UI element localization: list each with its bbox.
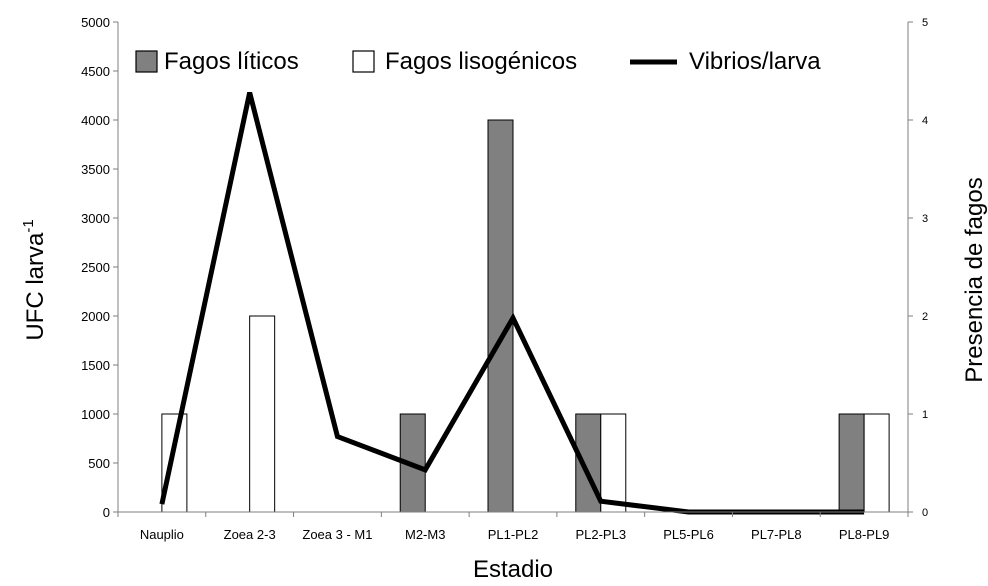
x-tick-label: PL8-PL9 bbox=[839, 527, 890, 542]
y-tick-label: 2500 bbox=[81, 260, 110, 275]
y-axis-title-superscript: -1 bbox=[20, 219, 37, 232]
axes: 0 500 1000 1500 2000 2500 3000 3500 4000 4500 5000… bbox=[81, 15, 928, 542]
y-tick-label: 0 bbox=[103, 505, 110, 520]
y-tick-label: 4000 bbox=[81, 113, 110, 128]
bar-fagos-lisogenicos-pl8-pl9 bbox=[863, 413, 890, 513]
legend-label-fagos-lisogenicos: Fagos lisogénicos bbox=[385, 48, 577, 75]
y2-tick-label: 3 bbox=[922, 213, 928, 225]
x-tick-label: PL5-PL6 bbox=[663, 527, 714, 542]
bar-fagos-liticos-pl1-pl2 bbox=[487, 119, 514, 513]
y2-tick-label: 4 bbox=[922, 115, 928, 127]
y-axis-title-main: UFC larva bbox=[22, 232, 49, 341]
y-tick-label: 2000 bbox=[81, 309, 110, 324]
y-tick-label: 5000 bbox=[81, 15, 110, 30]
y-tick-label: 500 bbox=[88, 456, 110, 471]
legend: Fagos líticos Fagos lisogénicos Vibrios/… bbox=[135, 48, 821, 75]
y-tick-label: 3500 bbox=[81, 162, 110, 177]
y2-tick-label: 5 bbox=[922, 17, 928, 29]
legend-swatch-fagos-lisogenicos bbox=[352, 50, 375, 73]
bar-fagos-liticos-pl8-pl9 bbox=[838, 413, 865, 513]
x-tick-label: PL1-PL2 bbox=[488, 527, 539, 542]
x-tick-label: PL2-PL3 bbox=[575, 527, 626, 542]
legend-swatch-fagos-liticos bbox=[135, 50, 158, 73]
y-tick-label: 4500 bbox=[81, 64, 110, 79]
y-tick-label: 3000 bbox=[81, 211, 110, 226]
bar-fagos-lisogenicos-zoea-2-3 bbox=[249, 315, 276, 513]
bars bbox=[161, 119, 890, 513]
x-tick-label: Zoea 2-3 bbox=[224, 527, 276, 542]
y-tick-label: 1500 bbox=[81, 358, 110, 373]
x-tick-label: Zoea 3 - M1 bbox=[302, 527, 372, 542]
x-tick-label: PL7-PL8 bbox=[751, 527, 802, 542]
x-tick-label: Nauplio bbox=[140, 527, 184, 542]
x-axis-title: Estadio bbox=[473, 556, 553, 583]
bar-fagos-lisogenicos-pl2-pl3 bbox=[600, 413, 627, 513]
legend-label-fagos-liticos: Fagos líticos bbox=[164, 48, 299, 75]
legend-label-vibrios-larva: Vibrios/larva bbox=[689, 48, 821, 75]
y2-tick-label: 1 bbox=[922, 409, 928, 421]
y2-tick-label: 2 bbox=[922, 311, 928, 323]
y-axis-title: UFC larva-1 bbox=[20, 219, 49, 340]
x-tick-label: M2-M3 bbox=[405, 527, 445, 542]
y2-tick-label: 0 bbox=[922, 507, 928, 519]
y2-axis-title: Presencia de fagos bbox=[961, 177, 988, 382]
y-tick-label: 1000 bbox=[81, 407, 110, 422]
